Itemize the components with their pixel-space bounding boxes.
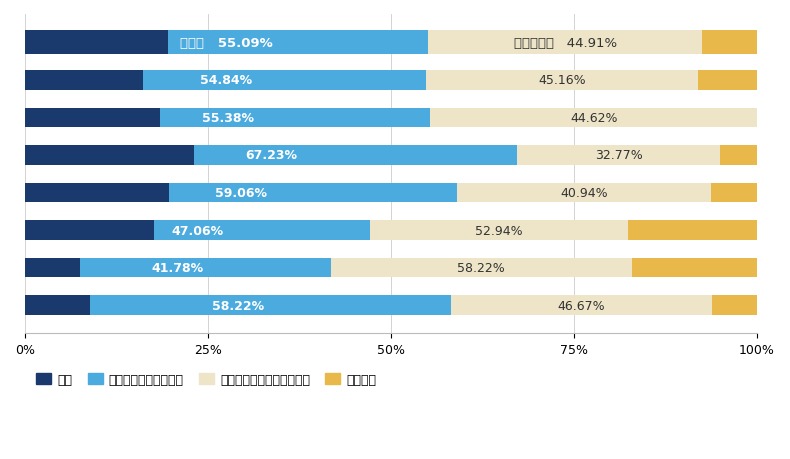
Text: 44.62%: 44.62% [570, 112, 618, 124]
Text: 32.77%: 32.77% [595, 149, 642, 162]
Text: 52.94%: 52.94% [475, 224, 522, 237]
Bar [25, 258, 80, 278]
Bar [428, 31, 702, 55]
Bar [90, 296, 451, 315]
Bar [698, 71, 757, 90]
Bar [720, 146, 757, 165]
Bar [431, 108, 757, 128]
Legend: 思う, どちらかといえば思う, どちらかといえば思わない, 思わない: 思う, どちらかといえば思う, どちらかといえば思わない, 思わない [32, 368, 382, 391]
Bar [628, 221, 757, 241]
Bar [169, 183, 457, 203]
Text: 思う派   55.09%: 思う派 55.09% [180, 37, 273, 50]
Bar [517, 146, 720, 165]
Bar [194, 146, 517, 165]
Bar [712, 296, 757, 315]
Bar [370, 221, 628, 241]
Bar [143, 71, 427, 90]
Bar [168, 31, 428, 55]
Text: 58.22%: 58.22% [457, 262, 505, 274]
Text: 55.38%: 55.38% [201, 112, 254, 124]
Text: 47.06%: 47.06% [171, 224, 224, 237]
Bar [25, 108, 160, 128]
Bar [451, 296, 712, 315]
Bar [457, 183, 711, 203]
Text: 45.16%: 45.16% [539, 74, 586, 87]
Bar [160, 108, 431, 128]
Text: 40.94%: 40.94% [560, 187, 608, 200]
Bar [25, 71, 143, 90]
Text: 67.23%: 67.23% [245, 149, 297, 162]
Bar [25, 296, 90, 315]
Bar [632, 258, 757, 278]
Bar [25, 221, 154, 241]
Bar [154, 221, 370, 241]
Bar [80, 258, 331, 278]
Text: 59.06%: 59.06% [215, 187, 267, 200]
Bar [427, 71, 698, 90]
Text: 58.22%: 58.22% [212, 299, 264, 312]
Bar [711, 183, 757, 203]
Text: 41.78%: 41.78% [152, 262, 204, 274]
Bar [25, 183, 169, 203]
Bar [25, 31, 168, 55]
Bar [331, 258, 632, 278]
Bar [25, 146, 194, 165]
Text: 46.67%: 46.67% [558, 299, 605, 312]
Bar [702, 31, 757, 55]
Text: 54.84%: 54.84% [200, 74, 252, 87]
Text: 思わない派   44.91%: 思わない派 44.91% [514, 37, 617, 50]
